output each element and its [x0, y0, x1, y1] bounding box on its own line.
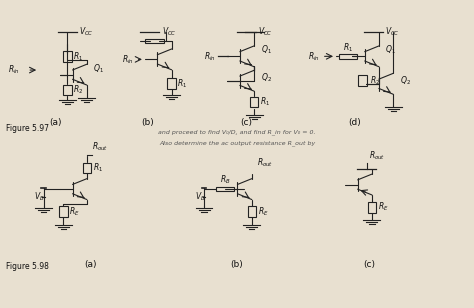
Text: $R_1$: $R_1$	[260, 96, 270, 108]
Text: $R_1$: $R_1$	[177, 77, 188, 90]
Text: $V_B$: $V_B$	[35, 190, 45, 203]
Bar	[167, 78, 176, 89]
Text: $R_E$: $R_E$	[378, 201, 389, 213]
Text: (b): (b)	[231, 260, 243, 269]
Text: Figure 5.98: Figure 5.98	[6, 262, 49, 271]
Bar	[247, 206, 256, 217]
Text: (c): (c)	[363, 260, 375, 269]
Text: $R_{in}$: $R_{in}$	[121, 53, 133, 66]
Text: $Q_2$: $Q_2$	[261, 71, 272, 84]
Bar	[59, 206, 68, 217]
Text: (d): (d)	[348, 118, 361, 127]
Text: (b): (b)	[141, 118, 154, 127]
Text: $Q_2$: $Q_2$	[400, 75, 410, 87]
Bar	[358, 75, 367, 86]
Text: $R_{out}$: $R_{out}$	[256, 157, 273, 169]
Text: $Q_1$: $Q_1$	[385, 44, 396, 56]
Text: $R_{in}$: $R_{in}$	[9, 64, 20, 76]
Text: Figure 5.97: Figure 5.97	[6, 124, 49, 132]
Text: (c): (c)	[240, 118, 253, 127]
Bar	[63, 85, 72, 95]
Text: $R_E$: $R_E$	[69, 205, 80, 218]
Text: $V_{CC}$: $V_{CC}$	[79, 26, 94, 38]
Text: $R_{in}$: $R_{in}$	[308, 50, 319, 63]
Text: $V_{CC}$: $V_{CC}$	[162, 26, 176, 38]
Text: $R_{in}$: $R_{in}$	[204, 50, 216, 63]
Text: (a): (a)	[85, 260, 97, 269]
Text: and proceed to find V₀/D, and find R_in for V₀ = 0.: and proceed to find V₀/D, and find R_in …	[158, 130, 316, 136]
Bar	[339, 54, 357, 59]
Text: $Q_1$: $Q_1$	[261, 44, 272, 56]
Bar	[82, 163, 91, 173]
Text: $R_2$: $R_2$	[73, 84, 84, 96]
Bar	[250, 97, 258, 107]
Text: $R_E$: $R_E$	[258, 205, 269, 218]
Text: $R_B$: $R_B$	[220, 174, 230, 187]
Text: $R_{out}$: $R_{out}$	[91, 141, 108, 153]
Bar	[63, 51, 72, 62]
Bar	[145, 39, 164, 43]
Text: $R_2$: $R_2$	[370, 75, 380, 87]
Text: $R_1$: $R_1$	[343, 42, 353, 54]
Text: $V_{CC}$: $V_{CC}$	[385, 26, 400, 38]
Text: $V_B$: $V_B$	[195, 190, 205, 203]
Text: $Q_1$: $Q_1$	[93, 62, 104, 75]
Text: Also determine the ac output resistance R_out by: Also determine the ac output resistance …	[159, 140, 315, 146]
Text: $R_1$: $R_1$	[93, 162, 103, 174]
Text: $R_{out}$: $R_{out}$	[369, 149, 385, 162]
Text: $R_1$: $R_1$	[73, 50, 83, 63]
Bar	[368, 202, 376, 213]
Bar	[216, 187, 234, 191]
Text: $V_{CC}$: $V_{CC}$	[258, 26, 273, 38]
Text: (a): (a)	[49, 118, 62, 127]
